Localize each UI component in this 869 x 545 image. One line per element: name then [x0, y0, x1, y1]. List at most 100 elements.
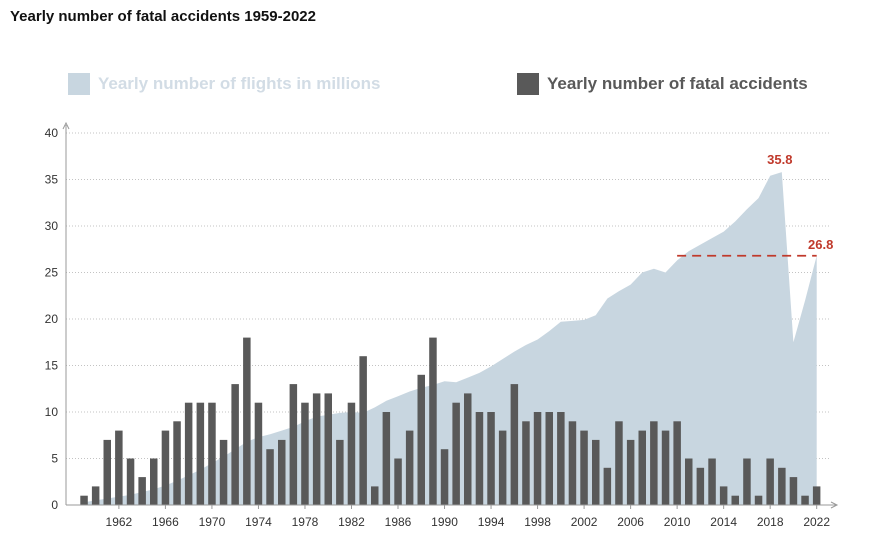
- bar-1993: [475, 412, 484, 505]
- bar-1966: [161, 430, 170, 505]
- bar-2006: [626, 439, 635, 505]
- bar-2019: [778, 467, 786, 505]
- bar-1991: [452, 402, 460, 505]
- x-tick-label-2006: 2006: [617, 515, 644, 529]
- bar-1962: [115, 430, 123, 505]
- bar-1971: [219, 439, 228, 505]
- legend-swatch-accidents: [517, 73, 539, 95]
- x-tick-label-2018: 2018: [757, 515, 784, 529]
- bar-1960: [91, 486, 100, 505]
- annotation-peak-label: 35.8: [767, 152, 792, 167]
- y-tick-label-0: 0: [51, 498, 58, 512]
- bar-2002: [580, 430, 588, 505]
- bar-1978: [301, 402, 309, 505]
- x-tick-label-2014: 2014: [710, 515, 737, 529]
- bar-1985: [382, 412, 391, 505]
- legend-label-accidents: Yearly number of fatal accidents: [547, 74, 808, 93]
- bar-2010: [673, 421, 681, 505]
- bar-2008: [650, 421, 658, 505]
- x-tick-label-2002: 2002: [571, 515, 598, 529]
- bar-1979: [312, 393, 321, 505]
- bar-1975: [266, 449, 274, 505]
- bar-2001: [568, 421, 577, 505]
- y-tick-label-20: 20: [45, 312, 59, 326]
- y-tick-label-40: 40: [45, 126, 59, 140]
- bar-1986: [394, 458, 402, 505]
- x-tick-label-2022: 2022: [803, 515, 830, 529]
- bar-2018: [766, 458, 774, 505]
- annotation-latest-label: 26.8: [808, 237, 833, 252]
- x-tick-label-1986: 1986: [385, 515, 412, 529]
- bar-1992: [464, 393, 472, 505]
- bar-2009: [661, 430, 670, 505]
- legend-label-flights: Yearly number of flights in millions: [98, 74, 381, 93]
- bar-1989: [429, 337, 437, 505]
- area-flights: [84, 172, 817, 505]
- legend-item-flights: Yearly number of flights in millions: [68, 73, 380, 95]
- chart-title: Yearly number of fatal accidents 1959-20…: [10, 8, 316, 25]
- x-tick-label-1978: 1978: [292, 515, 319, 529]
- legend-swatch-flights: [68, 73, 90, 95]
- bar-1961: [103, 439, 111, 505]
- bar-1995: [498, 430, 507, 505]
- x-tick-label-1962: 1962: [106, 515, 133, 529]
- bar-2014: [719, 486, 728, 505]
- bar-2021: [801, 495, 809, 505]
- x-tick-label-2010: 2010: [664, 515, 691, 529]
- y-tick-label-15: 15: [45, 359, 59, 373]
- bar-1976: [278, 439, 286, 505]
- bar-1959: [80, 495, 88, 505]
- bar-1973: [243, 337, 251, 505]
- bar-1984: [371, 486, 379, 505]
- x-tick-label-1966: 1966: [152, 515, 179, 529]
- x-tick-label-1998: 1998: [524, 515, 551, 529]
- y-tick-label-10: 10: [45, 405, 59, 419]
- bar-1999: [545, 412, 553, 505]
- bar-1998: [533, 412, 542, 505]
- bar-2000: [557, 412, 565, 505]
- bar-2013: [708, 458, 716, 505]
- x-tick-label-1982: 1982: [338, 515, 365, 529]
- x-tick-label-1994: 1994: [478, 515, 505, 529]
- bar-2012: [696, 467, 705, 505]
- bar-2022: [812, 486, 821, 505]
- legend-item-accidents: Yearly number of fatal accidents: [517, 73, 808, 95]
- y-axis-arrow-icon: [62, 121, 70, 130]
- x-tick-label-1974: 1974: [245, 515, 272, 529]
- bar-2004: [603, 467, 612, 505]
- bar-1982: [347, 402, 356, 505]
- x-axis-arrow-icon: [830, 501, 839, 509]
- bar-2007: [638, 430, 646, 505]
- bar-1963: [126, 458, 135, 505]
- bar-1997: [522, 421, 530, 505]
- y-tick-label-25: 25: [45, 266, 59, 280]
- y-tick-label-30: 30: [45, 219, 59, 233]
- bar-2003: [592, 439, 600, 505]
- y-tick-label-35: 35: [45, 173, 59, 187]
- bar-1987: [405, 430, 414, 505]
- bar-1994: [487, 412, 495, 505]
- bar-1977: [289, 384, 298, 505]
- bar-1983: [359, 356, 367, 505]
- bar-1968: [184, 402, 193, 505]
- bar-1974: [254, 402, 263, 505]
- bar-1990: [440, 449, 449, 505]
- bar-2016: [743, 458, 751, 505]
- bar-1972: [231, 384, 239, 505]
- bar-1980: [324, 393, 332, 505]
- x-tick-label-1970: 1970: [199, 515, 226, 529]
- bar-1969: [196, 402, 205, 505]
- bar-1996: [510, 384, 519, 505]
- bar-2005: [615, 421, 623, 505]
- bar-1981: [336, 439, 344, 505]
- bar-1970: [208, 402, 216, 505]
- bar-2017: [754, 495, 763, 505]
- bar-1964: [138, 477, 146, 505]
- bar-2020: [789, 477, 798, 505]
- y-tick-label-5: 5: [51, 452, 58, 466]
- x-tick-label-1990: 1990: [431, 515, 458, 529]
- bar-1967: [173, 421, 181, 505]
- bar-1965: [150, 458, 158, 505]
- bar-2011: [685, 458, 693, 505]
